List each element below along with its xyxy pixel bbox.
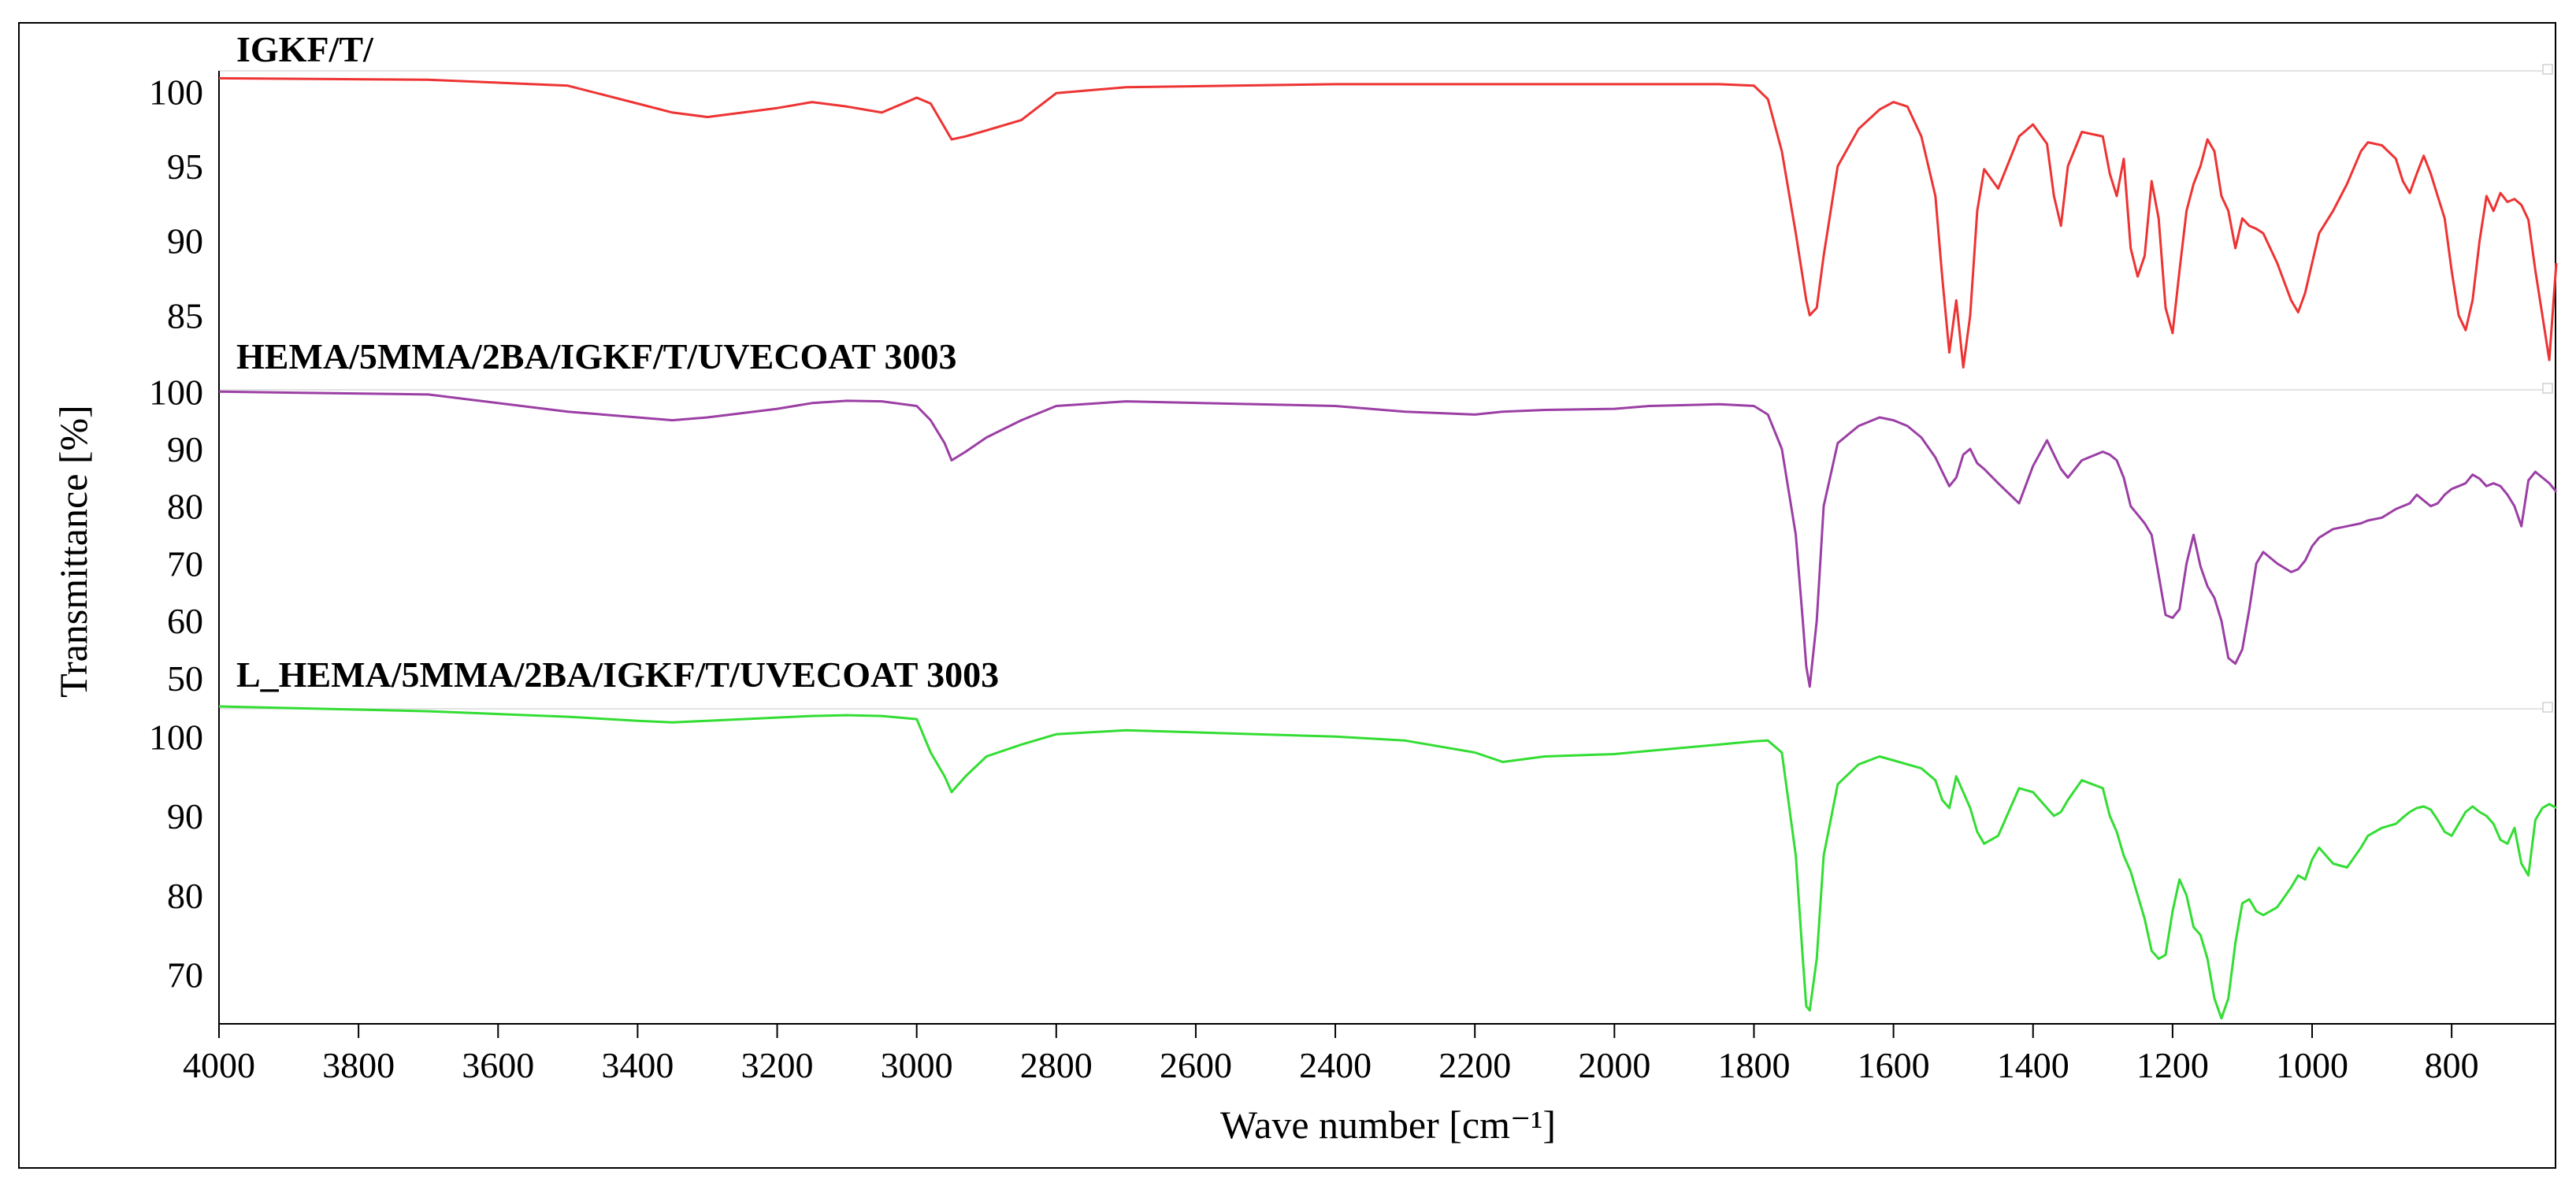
y-tick-label: 80 xyxy=(167,487,203,527)
x-tick-label: 3000 xyxy=(881,1045,953,1085)
spectrum-panel-1: IGKF/T/85 90 95 100 xyxy=(149,29,2558,369)
panel-title: HEMA/5MMA/2BA/IGKF/T/UVECOAT 3003 xyxy=(236,336,956,376)
x-tick-label: 2200 xyxy=(1438,1045,1511,1085)
y-tick-label: 70 xyxy=(167,543,203,584)
x-tick-label: 2600 xyxy=(1160,1045,1232,1085)
x-tick-label: 1000 xyxy=(2276,1045,2348,1085)
x-tick-label: 3200 xyxy=(741,1045,814,1085)
y-tick-label: 100 xyxy=(149,717,203,757)
x-tick-label: 4000 xyxy=(183,1045,255,1085)
spectrum-panels: IGKF/T/859095100HEMA/5MMA/2BA/IGKF/T/UVE… xyxy=(149,29,2558,1020)
y-tick-label: 50 xyxy=(167,658,203,699)
x-tick-label: 1400 xyxy=(1997,1045,2069,1085)
x-tick-group: 4000 3800 3600 3400 3200 3000 2800 2600 2400 2200… xyxy=(183,1024,2479,1085)
panel-corner-marker xyxy=(2542,64,2553,75)
y-tick-label: 95 xyxy=(167,146,203,187)
x-tick-label: 2000 xyxy=(1578,1045,1650,1085)
y-tick-label: 100 xyxy=(149,72,203,112)
spectrum-line xyxy=(218,705,2557,1020)
y-tick-label: 70 xyxy=(167,955,203,995)
y-tick-label: 80 xyxy=(167,876,203,916)
spectrum-line xyxy=(218,390,2558,688)
spectrum-panel-3: L_HEMA/5MMA/2BA/IGKF/T/UVECOAT 3003 70 80 9… xyxy=(149,654,2557,1020)
x-tick-label: 800 xyxy=(2425,1045,2479,1085)
figure-border xyxy=(18,22,2556,1169)
x-tick-label: 2800 xyxy=(1020,1045,1093,1085)
y-tick-label: 90 xyxy=(167,796,203,836)
x-tick-label: 3800 xyxy=(322,1045,395,1085)
y-tick-label: 90 xyxy=(167,429,203,469)
panel-corner-marker xyxy=(2542,702,2553,713)
panel-title: IGKF/T/ xyxy=(236,29,374,69)
x-tick-label: 3400 xyxy=(601,1045,674,1085)
x-axis-title: Wave number [cm⁻¹] xyxy=(1220,1103,1556,1147)
spectrum-line xyxy=(218,76,2558,369)
x-tick-label: 1200 xyxy=(2136,1045,2209,1085)
y-tick-label: 85 xyxy=(167,295,203,335)
y-axis-title: Transmittance [%] xyxy=(51,405,95,698)
panel-divider-lines xyxy=(219,64,2553,713)
spectrum-panel-2: HEMA/5MMA/2BA/IGKF/T/UVECOAT 3003 50 60 70 8… xyxy=(149,336,2558,699)
panel-title: L_HEMA/5MMA/2BA/IGKF/T/UVECOAT 3003 xyxy=(236,654,999,695)
y-tick-label: 90 xyxy=(167,221,203,261)
y-tick-label: 60 xyxy=(167,601,203,641)
x-tick-label: 2400 xyxy=(1299,1045,1372,1085)
panel-corner-marker xyxy=(2542,383,2553,394)
x-tick-label: 1600 xyxy=(1858,1045,1930,1085)
x-tick-label: 3600 xyxy=(462,1045,534,1085)
y-tick-label: 100 xyxy=(149,372,203,412)
x-tick-label: 1800 xyxy=(1717,1045,1790,1085)
